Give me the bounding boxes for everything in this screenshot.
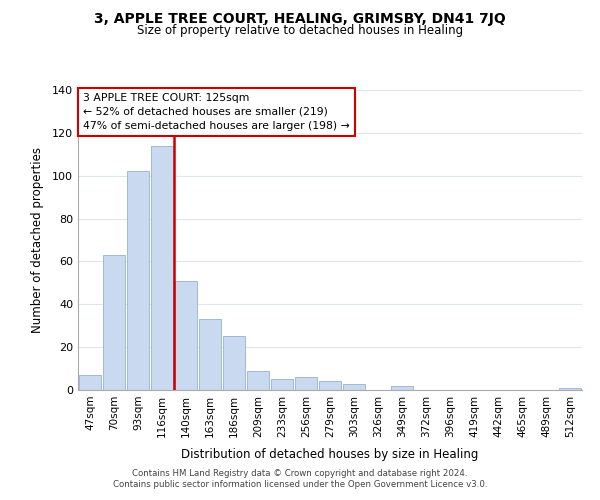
Bar <box>199 320 221 390</box>
Bar <box>151 146 173 390</box>
Text: 3 APPLE TREE COURT: 125sqm
← 52% of detached houses are smaller (219)
47% of sem: 3 APPLE TREE COURT: 125sqm ← 52% of deta… <box>83 93 350 131</box>
Bar <box>127 172 149 390</box>
Bar <box>343 384 365 390</box>
Y-axis label: Number of detached properties: Number of detached properties <box>31 147 44 333</box>
Bar <box>103 255 125 390</box>
Bar <box>223 336 245 390</box>
Bar <box>175 280 197 390</box>
Bar <box>271 380 293 390</box>
Bar <box>79 375 101 390</box>
Text: 3, APPLE TREE COURT, HEALING, GRIMSBY, DN41 7JQ: 3, APPLE TREE COURT, HEALING, GRIMSBY, D… <box>94 12 506 26</box>
Bar <box>295 377 317 390</box>
Text: Size of property relative to detached houses in Healing: Size of property relative to detached ho… <box>137 24 463 37</box>
Bar <box>319 382 341 390</box>
X-axis label: Distribution of detached houses by size in Healing: Distribution of detached houses by size … <box>181 448 479 461</box>
Text: Contains HM Land Registry data © Crown copyright and database right 2024.: Contains HM Land Registry data © Crown c… <box>132 468 468 477</box>
Bar <box>247 370 269 390</box>
Bar <box>391 386 413 390</box>
Bar <box>559 388 581 390</box>
Text: Contains public sector information licensed under the Open Government Licence v3: Contains public sector information licen… <box>113 480 487 489</box>
